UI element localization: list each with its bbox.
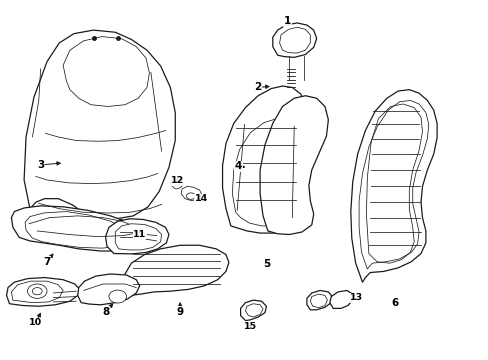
Polygon shape: [11, 206, 148, 251]
Text: 14: 14: [195, 194, 208, 203]
Polygon shape: [78, 274, 140, 305]
Text: 1: 1: [283, 17, 290, 27]
Polygon shape: [181, 186, 201, 201]
Polygon shape: [272, 23, 316, 57]
Polygon shape: [222, 86, 306, 233]
Text: 5: 5: [262, 259, 269, 269]
Text: 4: 4: [234, 161, 242, 171]
Polygon shape: [25, 212, 131, 248]
Text: 6: 6: [390, 298, 398, 308]
Polygon shape: [24, 30, 175, 219]
Circle shape: [27, 284, 47, 298]
Polygon shape: [329, 291, 352, 309]
Circle shape: [109, 290, 126, 303]
Polygon shape: [350, 90, 436, 282]
Polygon shape: [170, 179, 183, 189]
Polygon shape: [6, 278, 80, 306]
Text: 12: 12: [170, 176, 183, 185]
Polygon shape: [105, 219, 168, 254]
Text: 10: 10: [29, 318, 42, 327]
Polygon shape: [125, 245, 228, 296]
Text: 3: 3: [37, 160, 44, 170]
Text: 15: 15: [244, 322, 256, 331]
Text: 9: 9: [176, 307, 183, 317]
Text: 11: 11: [133, 230, 146, 239]
Polygon shape: [260, 96, 328, 234]
Polygon shape: [240, 300, 266, 320]
Text: 7: 7: [43, 257, 51, 267]
Polygon shape: [63, 37, 149, 107]
Text: 2: 2: [254, 82, 261, 93]
Text: 13: 13: [349, 293, 363, 302]
Text: 8: 8: [102, 307, 109, 317]
Circle shape: [32, 288, 42, 295]
Polygon shape: [306, 291, 331, 310]
